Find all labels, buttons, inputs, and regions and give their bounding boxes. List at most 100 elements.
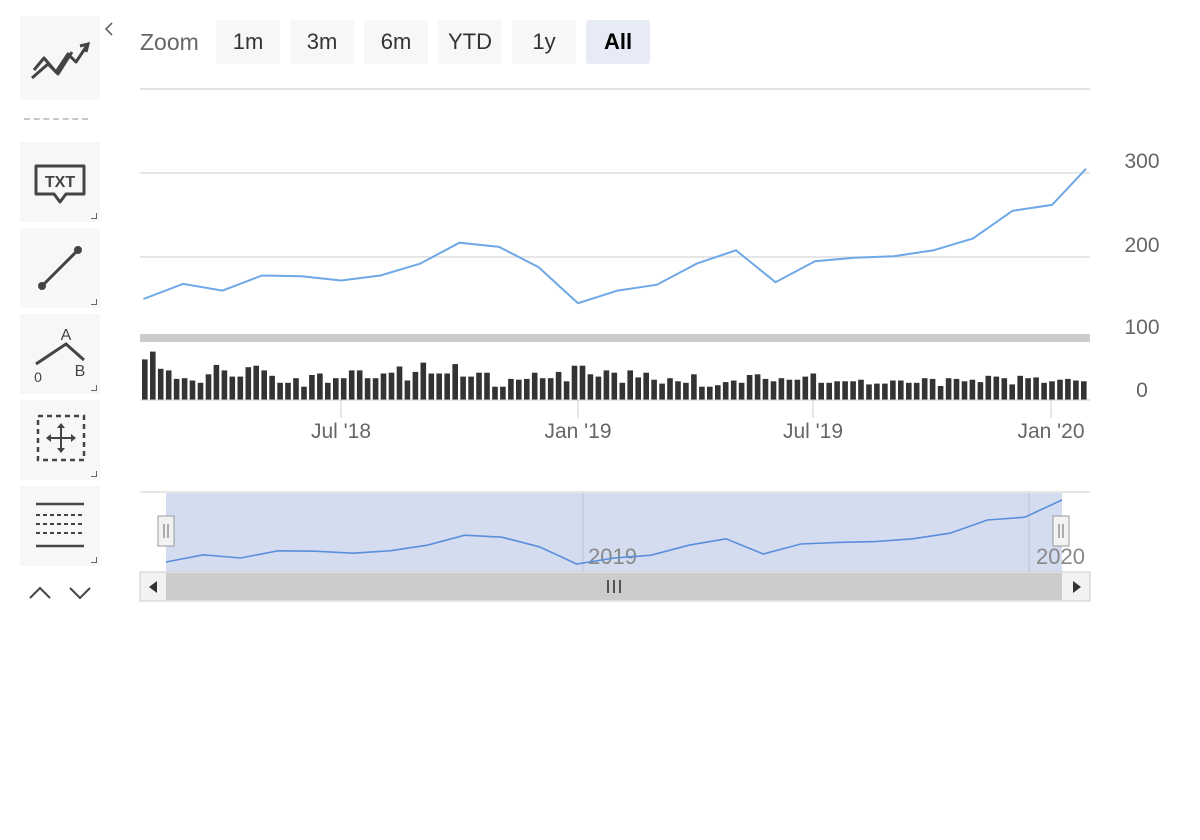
volume-bar: [1025, 378, 1031, 400]
fib-label-b: B: [75, 363, 86, 380]
navigator-selected-range[interactable]: [166, 493, 1062, 572]
line-segment-button[interactable]: [20, 228, 100, 308]
volume-bar: [579, 365, 586, 400]
toolbar-separator: [24, 118, 88, 120]
indicators-button[interactable]: [20, 16, 100, 100]
zoom-1m-button[interactable]: 1m: [216, 20, 280, 64]
volume-bar: [691, 374, 697, 400]
volume-bar: [269, 375, 275, 400]
volume-bar: [1057, 379, 1063, 400]
volume-bar: [1049, 381, 1055, 400]
zoom-ytd-button[interactable]: YTD: [438, 20, 502, 64]
x-axis-labels: Jul '18 Jan '19 Jul '19 Jan '20: [311, 400, 1085, 443]
volume-bar: [977, 382, 984, 400]
volume-bar: [404, 380, 411, 400]
volume-bar: [237, 376, 244, 400]
volume-bar: [340, 378, 347, 400]
text-annotation-button[interactable]: TXT: [20, 142, 100, 222]
volume-bar: [348, 370, 355, 400]
volume-bar: [229, 376, 236, 400]
volume-bar: [826, 382, 832, 400]
volume-bar: [516, 379, 522, 400]
volume-bar: [1081, 381, 1087, 400]
volume-bar: [794, 379, 801, 400]
volume-bar: [468, 376, 474, 400]
volume-bar: [945, 378, 952, 400]
volume-bar: [929, 378, 936, 400]
volume-bar: [356, 370, 363, 400]
volume-bar: [778, 378, 785, 400]
volume-bar: [571, 365, 578, 400]
scrollbar[interactable]: [139, 571, 1091, 602]
txt-label: TXT: [45, 174, 75, 191]
volume-bar: [500, 386, 506, 400]
volume-bar: [985, 375, 992, 400]
volume-bar: [420, 362, 427, 400]
zoom-all-button[interactable]: All: [586, 20, 650, 64]
volume-bar: [388, 372, 395, 400]
arrow-down-icon[interactable]: [69, 587, 91, 600]
volume-bar: [730, 380, 737, 400]
volume-bar: [651, 379, 657, 400]
volume-bar: [834, 381, 840, 400]
volume-bar: [603, 370, 610, 400]
collapse-toolbar-icon[interactable]: [98, 18, 120, 40]
volume-bar: [380, 373, 387, 400]
scroll-left-icon[interactable]: [149, 581, 157, 593]
volume-bar: [301, 386, 307, 400]
volume-bar: [436, 373, 442, 400]
volume-bar: [460, 376, 466, 400]
pane-resizer[interactable]: [140, 334, 1090, 342]
navigator: 2019 2020: [140, 491, 1090, 572]
volume-bar: [715, 385, 721, 400]
volume-bar: [452, 364, 458, 400]
volume-bar: [563, 381, 570, 400]
volume-bar: [635, 377, 641, 400]
fibonacci-button[interactable]: [20, 486, 100, 566]
volume-bar: [722, 382, 729, 400]
volume-bar: [937, 386, 944, 400]
volume-bar: [595, 376, 602, 400]
volume-bar: [492, 386, 498, 400]
elliott-wave-button[interactable]: A 0 B: [20, 314, 100, 394]
volume-bar: [587, 374, 594, 400]
volume-bar: [1041, 382, 1047, 400]
volume-bar: [309, 375, 315, 400]
zoom-6m-button[interactable]: 6m: [364, 20, 428, 64]
volume-bar: [150, 351, 156, 400]
volume-bar: [293, 378, 299, 400]
fib-label-a: A: [61, 327, 72, 344]
navigator-right-handle[interactable]: [1052, 515, 1070, 547]
volume-bar: [1001, 378, 1008, 400]
zoom-3m-button[interactable]: 3m: [290, 20, 354, 64]
volume-bar: [611, 372, 618, 400]
volume-bar: [364, 378, 371, 400]
zoom-1y-button[interactable]: 1y: [512, 20, 576, 64]
volume-bar: [699, 386, 705, 400]
volume-bar: [285, 382, 291, 400]
volume-bar: [555, 371, 562, 400]
volume-bar: [746, 375, 753, 400]
navigator-series-line: [165, 499, 1063, 565]
zoom-label: Zoom: [140, 29, 199, 55]
x-axis-label: Jan '19: [544, 420, 611, 443]
volume-bar: [667, 378, 673, 400]
volume-bar: [253, 365, 259, 400]
volume-bar: [921, 378, 928, 400]
volume-bar: [906, 382, 912, 400]
crosshair-move-button[interactable]: [20, 400, 100, 480]
volume-bar: [913, 382, 920, 400]
volume-bar: [547, 378, 554, 400]
volume-bar: [810, 373, 817, 400]
volume-bar: [531, 372, 538, 400]
scroll-right-icon[interactable]: [1073, 581, 1081, 593]
volume-bar: [181, 378, 188, 400]
price-axis-label-0: 0: [1136, 379, 1148, 402]
fibonacci-icon: [36, 502, 84, 548]
volume-bar: [619, 382, 626, 400]
volume-bar: [738, 382, 745, 400]
price-axis-label-200: 200: [1124, 234, 1159, 257]
volume-bar: [317, 373, 323, 400]
arrow-up-icon[interactable]: [29, 586, 51, 599]
navigator-left-handle[interactable]: [157, 515, 175, 547]
